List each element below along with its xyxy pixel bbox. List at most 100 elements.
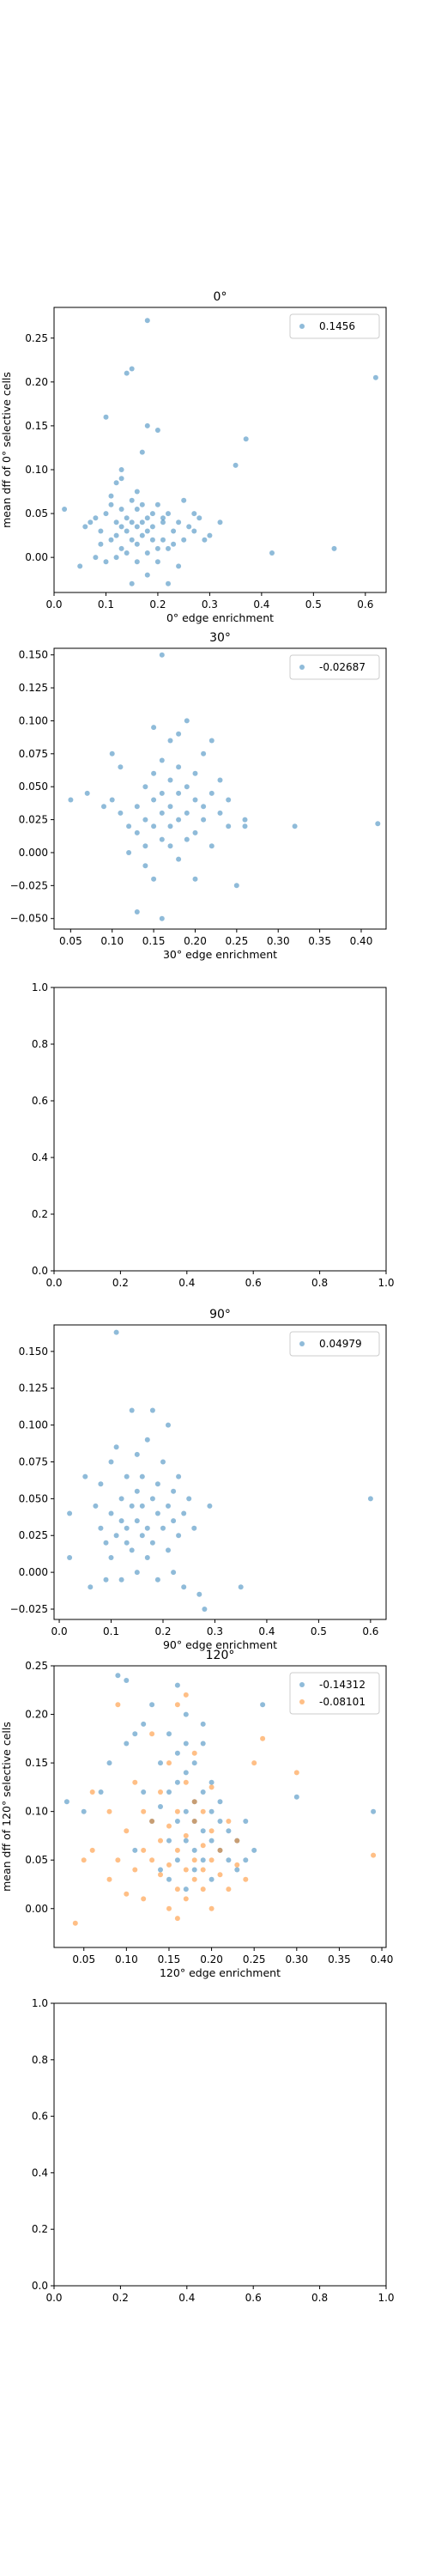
data-point: [217, 1799, 223, 1805]
data-point: [113, 519, 119, 526]
data-point: [171, 1518, 177, 1524]
data-point: [98, 1481, 104, 1487]
data-point: [174, 1702, 180, 1708]
data-point: [166, 1838, 172, 1844]
data-point: [124, 1540, 130, 1546]
data-point: [149, 1731, 155, 1737]
y-tick-label: 0.050: [19, 1492, 48, 1504]
x-tick-label: 0.05: [72, 1953, 95, 1965]
data-point: [154, 428, 160, 433]
data-point: [134, 507, 140, 512]
data-point: [139, 1533, 145, 1539]
chart-panel-4: 0.05 0.10 0.15 0.20 0.25 0.30 0.35 0.40 0.00 0.05…: [0, 1649, 393, 1979]
data-point: [191, 1799, 197, 1805]
data-point: [208, 1857, 214, 1863]
data-point: [181, 497, 187, 503]
data-point: [72, 1920, 78, 1926]
data-point: [200, 1789, 206, 1795]
data-point: [181, 537, 187, 543]
y-tick-label: 1.0: [32, 981, 48, 993]
data-point: [371, 1808, 377, 1814]
data-point: [331, 545, 337, 551]
data-point: [167, 777, 173, 783]
data-point: [201, 750, 207, 756]
data-point: [68, 797, 74, 803]
x-tick-label: 0.20: [184, 935, 207, 947]
data-point: [181, 1510, 187, 1516]
data-point: [166, 545, 171, 551]
x-tick-label: 0.3: [207, 1625, 223, 1637]
data-point: [191, 1847, 197, 1853]
data-point: [183, 1808, 189, 1814]
y-tick-label: 0.6: [32, 2111, 48, 2123]
data-point: [251, 1847, 257, 1853]
data-point: [124, 515, 130, 521]
data-point: [144, 515, 150, 521]
data-point: [63, 1799, 69, 1805]
data-point: [142, 817, 148, 823]
data-point: [129, 366, 135, 372]
x-tick-label: 0.40: [350, 935, 373, 947]
data-point: [226, 823, 232, 829]
data-point: [183, 1886, 189, 1893]
data-point: [208, 738, 214, 744]
y-tick-label: 0.20: [25, 1709, 48, 1721]
y-tick-label: 0.4: [32, 2166, 48, 2178]
data-point: [93, 515, 99, 521]
data-point: [159, 757, 165, 763]
data-point: [217, 1819, 223, 1824]
data-point: [151, 797, 157, 803]
data-point: [183, 1838, 189, 1844]
data-point: [200, 1843, 206, 1849]
data-point: [260, 1735, 266, 1741]
data-point: [149, 537, 155, 543]
data-point: [166, 1823, 172, 1829]
data-point: [367, 1496, 373, 1502]
data-point: [176, 519, 182, 526]
x-tick-label: 0.15: [158, 1953, 181, 1965]
data-point: [129, 497, 135, 503]
data-point: [139, 449, 145, 455]
data-point: [144, 1525, 150, 1531]
y-tick-label: −0.025: [10, 879, 48, 891]
data-point: [201, 804, 207, 810]
y-tick-label: 0.2: [32, 2223, 48, 2235]
data-point: [144, 1437, 150, 1443]
data-point: [166, 1422, 171, 1428]
x-tick-label: 0.0: [45, 598, 62, 611]
data-point: [62, 507, 68, 512]
x-axis-label: 120° edge enrichment: [160, 1966, 281, 1979]
x-tick-label: 0.30: [267, 935, 290, 947]
legend: 0.04979: [289, 1331, 380, 1357]
data-point: [217, 1847, 223, 1853]
y-tick-label: 1.0: [32, 1997, 48, 2009]
data-point: [67, 1555, 73, 1560]
data-point: [200, 1828, 206, 1834]
data-point: [183, 1692, 189, 1698]
x-tick-label: 0.2: [112, 1277, 129, 1289]
x-tick-label: 0.20: [200, 1953, 223, 1965]
y-tick-label: 0.25: [25, 332, 48, 344]
data-point: [226, 797, 232, 803]
data-point: [158, 1872, 163, 1878]
x-tick-label: 0.10: [115, 1953, 138, 1965]
y-tick-label: 0.8: [32, 2054, 48, 2066]
data-point: [159, 790, 165, 796]
data-point: [166, 1547, 171, 1553]
y-tick-label: 0.100: [19, 714, 48, 726]
data-point: [158, 1789, 163, 1795]
data-point: [292, 823, 298, 829]
data-point: [234, 1862, 240, 1868]
y-tick-label: 0.00: [25, 551, 48, 563]
data-point: [174, 1819, 180, 1824]
data-point: [183, 1832, 189, 1838]
y-tick-label: 0.050: [19, 781, 48, 793]
legend-box: [289, 1672, 380, 1715]
data-point: [159, 652, 165, 658]
data-point: [154, 1577, 160, 1583]
data-point: [166, 511, 171, 517]
x-tick-label: 0.3: [202, 598, 218, 611]
legend-marker: [299, 1341, 305, 1346]
data-point: [186, 1496, 192, 1502]
y-tick-label: 0.025: [19, 814, 48, 826]
